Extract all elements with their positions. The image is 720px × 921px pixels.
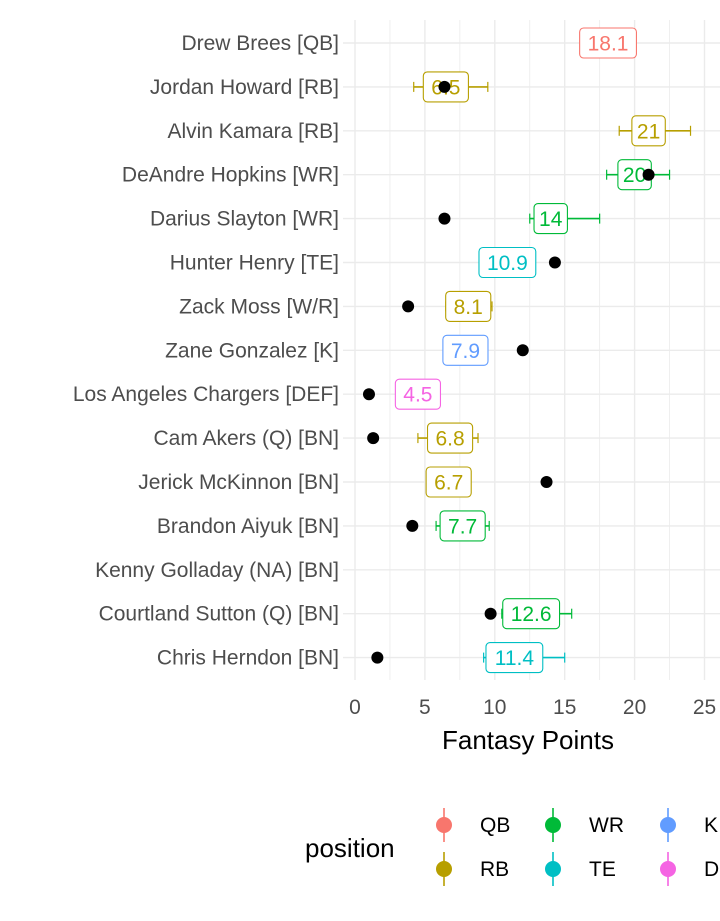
legend-label: TE: [589, 858, 616, 881]
player-label: Kenny Golladay (NA) [BN]: [95, 559, 339, 582]
actual-point: [367, 432, 380, 445]
legend-key-point: [545, 861, 561, 877]
legend-label: QB: [480, 814, 510, 837]
actual-point: [642, 168, 655, 181]
legend-entry: TE: [545, 852, 616, 886]
projection-label-box: [631, 115, 666, 147]
x-tick-label: 15: [553, 696, 576, 719]
x-axis-title: Fantasy Points: [442, 725, 614, 755]
projection-label: 7.7: [448, 515, 477, 538]
actual-point: [484, 607, 497, 620]
actual-point: [402, 300, 415, 313]
player-labels: Drew Brees [QB] Jordan Howard [RB] Alvin K…: [73, 32, 339, 670]
projection-label: 20: [623, 164, 646, 187]
legend-entry: WR: [545, 808, 624, 842]
projection-label: 18.1: [588, 33, 629, 56]
legend-entry: RB: [436, 852, 509, 886]
projection-label-box: [533, 203, 568, 235]
projection-label: 6.7: [434, 472, 463, 495]
actual-point: [362, 388, 375, 401]
projection-label-box: [502, 598, 561, 630]
legend-label: RB: [480, 858, 509, 881]
legend: position QB RB WR TE K DEF: [305, 808, 720, 886]
legend-label: WR: [589, 814, 624, 837]
x-tick-label: 0: [349, 696, 361, 719]
legend-entry: K: [660, 808, 718, 842]
legend-title: position: [305, 833, 395, 863]
projection-label-box: [445, 290, 492, 322]
actual-point: [438, 212, 451, 225]
actual-point: [371, 651, 384, 664]
x-tick-label: 10: [483, 696, 506, 719]
player-label: Zack Moss [W/R]: [179, 295, 339, 318]
projection-label: 21: [637, 120, 660, 143]
x-tick-label: 25: [693, 696, 716, 719]
x-axis: 0 5 10 15 20 25: [349, 696, 716, 719]
player-label: Darius Slayton [WR]: [150, 208, 339, 231]
projection-label-box: [439, 510, 486, 542]
projection-label: 10.9: [487, 252, 528, 275]
legend-key-point: [660, 861, 676, 877]
legend-label: K: [704, 814, 718, 837]
projection-label-box: [426, 422, 474, 454]
legend-key-point: [436, 817, 452, 833]
projection-label-box: [485, 642, 544, 674]
player-label: Chris Herndon [BN]: [157, 647, 339, 670]
player-label: Alvin Kamara [RB]: [167, 120, 339, 143]
actual-point: [540, 476, 553, 488]
player-label: Los Angeles Chargers [DEF]: [73, 383, 339, 406]
player-label: Courtland Sutton (Q) [BN]: [99, 603, 339, 626]
legend-entry: DEF: [660, 852, 720, 886]
player-label: DeAndre Hopkins [WR]: [122, 164, 339, 187]
projection-labels: 18.16.521201410.98.17.94.56.86.77.712.61…: [394, 27, 666, 674]
actual-point: [516, 344, 529, 357]
x-tick-label: 20: [623, 696, 646, 719]
projection-label: 12.6: [511, 603, 552, 626]
actual-point: [406, 519, 419, 532]
projection-label: 6.8: [435, 428, 464, 451]
legend-entry: QB: [436, 808, 510, 842]
player-label: Cam Akers (Q) [BN]: [153, 427, 339, 450]
actual-points: [362, 80, 655, 664]
projection-label: 4.5: [403, 384, 432, 407]
projection-label: 14: [539, 208, 563, 231]
player-label: Hunter Henry [TE]: [170, 252, 339, 275]
projection-label-box: [442, 334, 489, 366]
projection-label: 7.9: [451, 340, 480, 363]
projection-label: 11.4: [495, 647, 535, 670]
projection-label-box: [579, 27, 637, 59]
actual-point: [548, 256, 561, 269]
legend-key-point: [660, 817, 676, 833]
projection-label-box: [394, 378, 442, 410]
actual-point: [438, 80, 451, 93]
projection-label-box: [425, 466, 472, 498]
player-label: Brandon Aiyuk [BN]: [157, 515, 339, 538]
projection-label-box: [478, 246, 537, 279]
legend-key-point: [545, 817, 561, 833]
player-label: Drew Brees [QB]: [181, 32, 339, 55]
player-label: Zane Gonzalez [K]: [165, 339, 339, 362]
player-label: Jordan Howard [RB]: [150, 76, 339, 99]
legend-label: DEF: [704, 858, 720, 881]
projection-label: 8.1: [454, 296, 483, 319]
x-tick-label: 5: [419, 696, 431, 719]
legend-key-point: [436, 861, 452, 877]
player-label: Jerick McKinnon [BN]: [138, 471, 339, 494]
